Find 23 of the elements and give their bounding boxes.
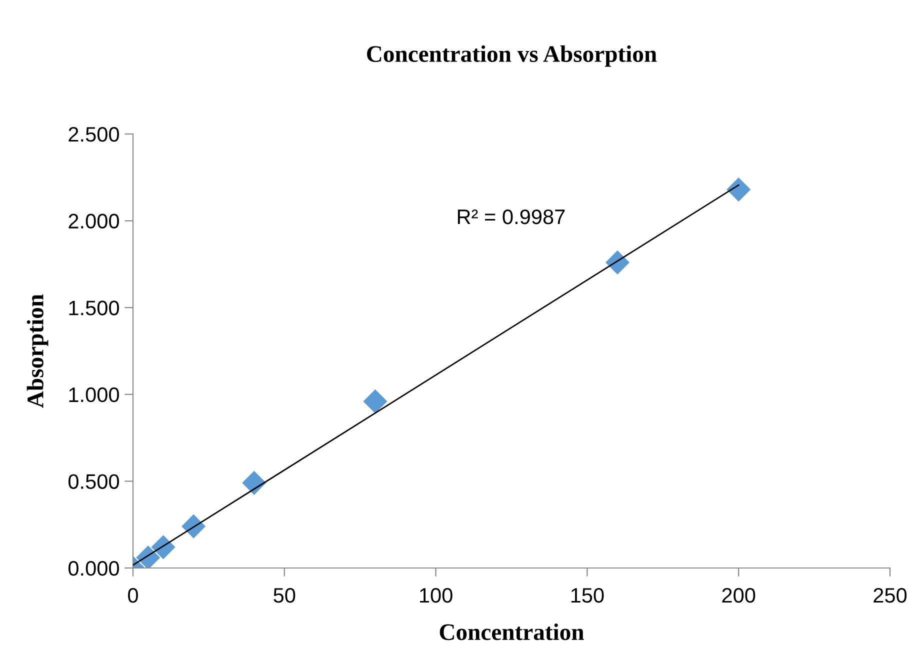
y-tick-label: 0.500 — [68, 474, 119, 489]
x-tick-label: 0 — [128, 588, 138, 603]
x-tick-label: 250 — [874, 588, 907, 603]
x-axis-title: Concentration — [440, 624, 584, 640]
x-tick-label: 200 — [722, 588, 756, 603]
point — [363, 389, 388, 414]
x-tick-label: 100 — [420, 588, 452, 603]
point — [136, 546, 160, 568]
y-tick-label: 1.000 — [69, 387, 119, 402]
point — [605, 250, 630, 274]
y-tick-label: 1.500 — [69, 300, 119, 316]
point — [151, 535, 176, 560]
point — [242, 470, 266, 495]
y-tick-label: 0.000 — [68, 561, 119, 576]
x-tick-label: 50 — [274, 588, 296, 603]
x-tick-label: 150 — [571, 588, 604, 603]
y-tick-label: 2.500 — [68, 127, 119, 142]
point — [726, 178, 751, 202]
annotation: R² = 0.9987 — [458, 209, 565, 224]
y-axis-title: Absorption — [26, 294, 48, 408]
y-tick-label: 2.000 — [68, 214, 119, 229]
point — [182, 514, 206, 538]
chart-title: Concentration vs Absorption — [367, 45, 657, 67]
